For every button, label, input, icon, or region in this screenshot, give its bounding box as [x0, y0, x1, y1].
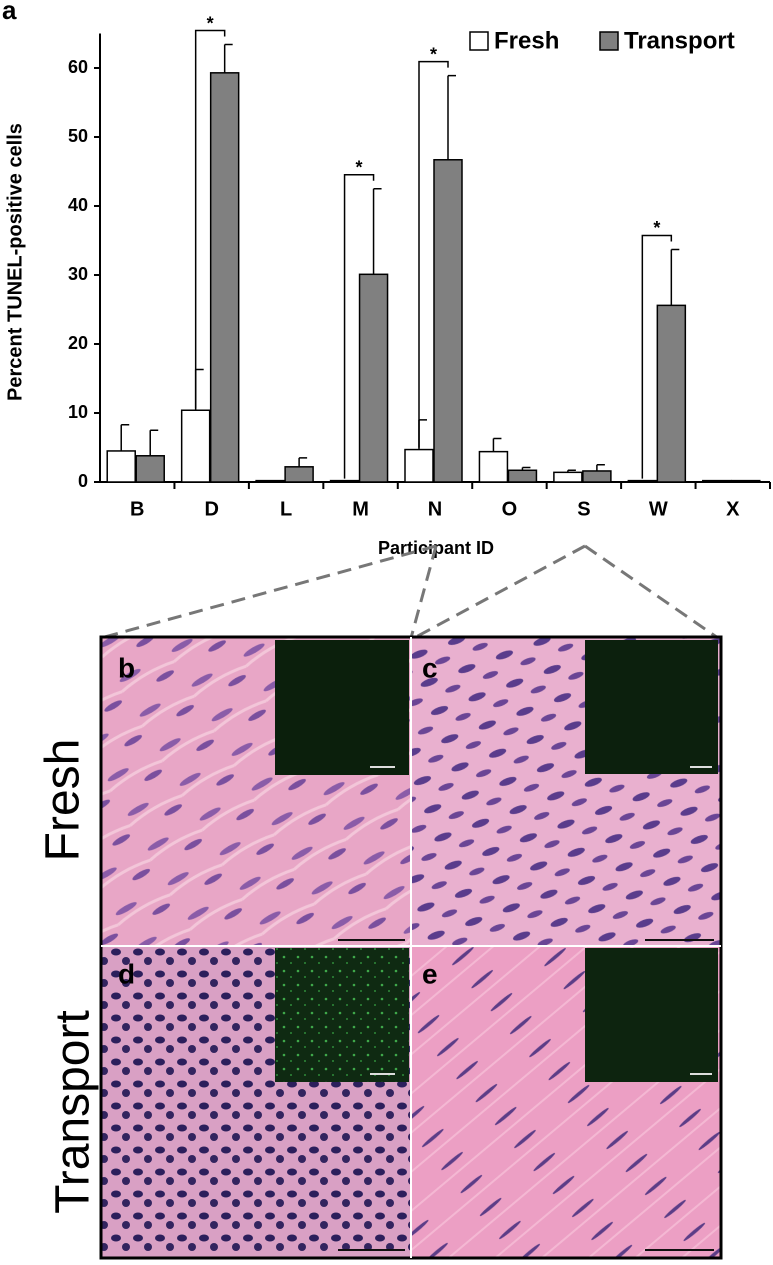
panel-label: c: [422, 652, 438, 683]
significance-bracket: [343, 174, 375, 479]
row-label: Transport: [47, 1010, 100, 1214]
legend-label: Transport: [624, 27, 735, 54]
x-tick-label: D: [204, 498, 218, 520]
error-bar: [372, 188, 382, 275]
error-bar: [418, 419, 427, 450]
y-tick-label: 60: [68, 57, 88, 77]
x-tick-label: O: [502, 498, 518, 520]
significance-bracket: [418, 60, 449, 448]
y-axis-label: Percent TUNEL-positive cells: [4, 123, 26, 401]
bar: [106, 450, 136, 483]
legend-swatch: [599, 31, 619, 51]
significance-bracket: [194, 29, 226, 409]
y-tick-label: 30: [68, 264, 88, 284]
legend-swatch: [469, 31, 489, 51]
bar: [180, 409, 211, 483]
y-tick-label: 10: [68, 402, 88, 422]
x-tick-label: B: [130, 498, 144, 520]
error-bar: [492, 437, 502, 452]
significance-label: *: [653, 218, 660, 238]
error-bar: [447, 74, 456, 160]
error-bar: [149, 429, 159, 456]
x-tick-label: L: [280, 498, 292, 520]
bar: [507, 469, 538, 483]
bar: [255, 479, 285, 483]
micrographs: [99, 635, 723, 1260]
y-tick-label: 0: [78, 471, 88, 491]
y-tick-label: 40: [68, 195, 88, 215]
error-bar: [567, 469, 576, 473]
significance-label: *: [430, 44, 437, 64]
error-bar: [670, 248, 680, 306]
error-bar: [223, 43, 233, 73]
bar: [135, 455, 165, 483]
row-label: Fresh: [37, 739, 90, 862]
y-tick-label: 50: [68, 126, 88, 146]
bar: [627, 479, 658, 483]
panel-label: b: [118, 652, 135, 683]
x-tick-label: W: [649, 498, 668, 520]
bar: [284, 466, 314, 483]
bar: [731, 479, 761, 483]
x-tick-label: N: [428, 498, 442, 520]
error-bar: [596, 464, 605, 471]
y-tick-label: 20: [68, 333, 88, 353]
error-bar: [521, 466, 531, 471]
bar: [553, 471, 583, 483]
bar: [702, 479, 732, 483]
bar: [358, 273, 389, 483]
zoom-lines: [100, 544, 719, 640]
bar: [582, 470, 612, 483]
significance-label: *: [356, 158, 363, 178]
bar: [209, 72, 240, 483]
panel-label: e: [422, 958, 438, 989]
significance-bracket: [641, 234, 673, 479]
panel-label: a: [2, 0, 17, 25]
error-bar: [120, 423, 130, 451]
error-bar: [298, 457, 308, 467]
bar: [404, 448, 434, 483]
x-tick-label: X: [726, 498, 740, 520]
panel-label: d: [118, 958, 135, 989]
x-tick-label: M: [352, 498, 369, 520]
bar: [656, 304, 687, 483]
bar: [478, 450, 509, 483]
x-tick-label: S: [577, 498, 590, 520]
significance-label: *: [207, 13, 214, 33]
bar: [433, 159, 463, 483]
bar: [329, 479, 360, 483]
error-bar: [194, 368, 204, 411]
legend-label: Fresh: [494, 27, 559, 54]
